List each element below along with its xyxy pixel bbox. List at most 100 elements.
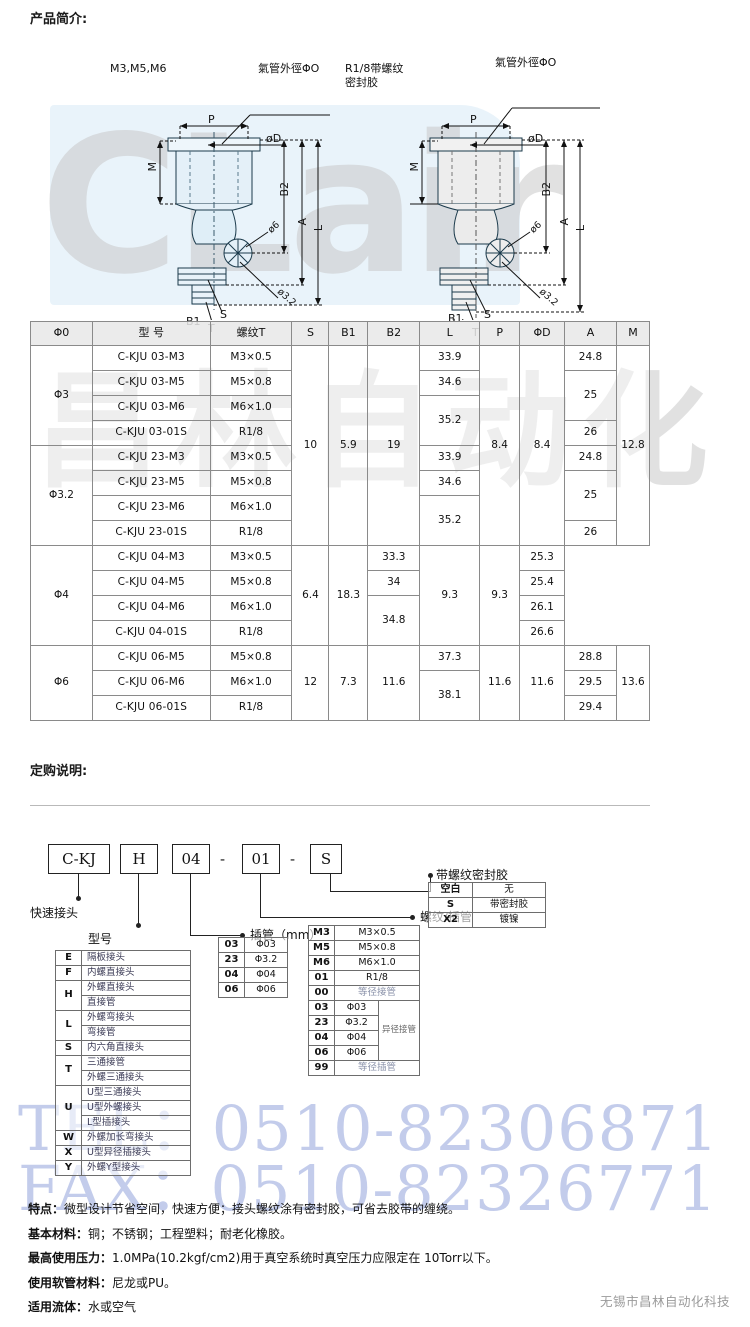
thread-key: 06	[308, 1045, 335, 1061]
list-item: S 带密封胶	[428, 897, 546, 913]
feature-row: 特点：微型设计节省空间，快速方便；接头螺纹涂有密封胶，可省去胶带的缠绕。	[28, 1200, 728, 1217]
feature-label: 基本材料：	[28, 1226, 89, 1241]
type-desc: 隔板接头	[81, 950, 191, 966]
thread-key: M6	[308, 955, 335, 971]
sealant-val: 带密封胶	[472, 897, 546, 913]
type-key: U	[55, 1085, 82, 1131]
list-item: M6 M6×1.0	[308, 955, 420, 971]
list-item: S 内六角直接头	[55, 1040, 191, 1056]
cell-model: C-KJU 03-M6	[91, 395, 211, 421]
dot-thread	[410, 915, 415, 920]
thread-key: 03	[308, 1000, 335, 1016]
list-item: W 外螺加长弯接头	[55, 1130, 191, 1146]
cell-p-g12: 8.4	[479, 345, 521, 546]
list-item: 23 Φ3.2	[218, 952, 288, 968]
cell-phid-g3: 9.3	[479, 545, 521, 646]
leader-seal-h	[330, 891, 430, 892]
th-b2: B2	[367, 321, 421, 346]
sealant-option-table: 空白无 S 带密封胶 X2 镀镍	[428, 882, 546, 928]
list-item: 99 等径插管	[308, 1060, 420, 1076]
thread-val: Φ3.2	[334, 1015, 379, 1031]
tube-key: 06	[218, 982, 245, 998]
cell-l: 33.9	[419, 445, 481, 471]
th-s: S	[291, 321, 330, 346]
thread-val: 等径接管	[334, 985, 420, 1001]
cell-phi0-g3: Φ4	[30, 545, 93, 646]
dim-b2-left: B2	[278, 182, 291, 197]
cell-phi0-g2: Φ3.2	[30, 445, 93, 546]
list-item: F 内螺直接头	[55, 965, 191, 981]
product-intro-title: 产品简介:	[30, 12, 88, 27]
leader-thread-h	[260, 917, 412, 918]
type-key: E	[55, 950, 82, 966]
cell-m-g12: 12.8	[615, 345, 651, 546]
list-item: H 外螺直接头	[55, 980, 191, 1011]
cell-a: 26.6	[519, 620, 566, 646]
th-l: L	[419, 321, 481, 346]
leader-seal-v	[330, 874, 331, 892]
product-features-list: 特点：微型设计节省空间，快速方便；接头螺纹涂有密封胶，可省去胶带的缠绕。 基本材…	[28, 1200, 728, 1323]
dim-b2-right: B2	[540, 182, 553, 197]
cell-thread: M5×0.8	[209, 370, 293, 396]
cell-model: C-KJU 06-M5	[91, 645, 211, 671]
cell-model: C-KJU 04-M3	[91, 545, 211, 571]
cell-a: 26	[564, 420, 617, 446]
leader-tube-h	[190, 935, 242, 936]
cell-a: 25.4	[519, 570, 566, 596]
dim-l-left: L	[312, 225, 325, 232]
dim-d-right: øD	[528, 132, 544, 145]
type-desc: 直接管	[81, 995, 191, 1011]
technical-drawing: M3,M5,M6 氣管外徑ΦO R1/8带螺纹密封胶 氣管外徑ΦO P P øD…	[0, 40, 750, 339]
sealant-val: 镀镍	[472, 912, 546, 928]
feature-label: 使用软管材料：	[28, 1275, 113, 1290]
type-desc: 内六角直接头	[81, 1040, 191, 1056]
list-item: M5 M5×0.8	[308, 940, 420, 956]
cell-thread: M6×1.0	[209, 495, 293, 521]
model-type-legend-table: E 隔板接头 F 内螺直接头 H 外螺直接头 直接管 L 外螺弯接头 弯接管 S 内六角直…	[55, 950, 191, 1176]
cell-phid-g4: 11.6	[519, 645, 566, 721]
ordering-code-diagram: C-KJ H 04 - 01 - S 快速接头 型号 插管（mm） 螺纹/插管 …	[0, 820, 750, 1220]
feature-text: 微型设计节省空间，快速方便；接头螺纹涂有密封胶，可省去胶带的缠绕。	[64, 1202, 461, 1216]
thread-key: 00	[308, 985, 335, 1001]
cell-b1-g12: 5.9	[328, 345, 369, 546]
cell-a: 26	[564, 520, 617, 546]
type-desc: 外螺Y型接头	[81, 1160, 191, 1176]
cell-model: C-KJU 23-M6	[91, 495, 211, 521]
cell-thread: M3×0.5	[209, 345, 293, 371]
tube-key: 23	[218, 952, 245, 968]
cell-l: 33.3	[367, 545, 421, 571]
dim-p-right: P	[470, 113, 477, 126]
thread-key: M3	[308, 925, 335, 941]
th-phid: ΦD	[519, 321, 566, 346]
list-item: X2 镀镍	[428, 912, 546, 928]
cell-model: C-KJU 23-M3	[91, 445, 211, 471]
dim-m-left: M	[146, 162, 159, 172]
list-item: T 三通接管	[55, 1055, 191, 1086]
th-a: A	[564, 321, 617, 346]
cell-a: 26.1	[519, 595, 566, 621]
feature-row: 最高使用压力：1.0MPa(10.2kgf/cm2)用于真空系统时真空压力应限定…	[28, 1249, 728, 1266]
thread-key: 23	[308, 1015, 335, 1031]
specification-table: Φ0 型 号 螺纹T S B1 B2 L P ΦD A M Φ3 C-KJU 0…	[30, 321, 651, 721]
cell-phi0-g1: Φ3	[30, 345, 93, 446]
list-item: 06 Φ06	[218, 982, 288, 998]
cell-a: 24.8	[564, 445, 617, 471]
cell-l: 34.6	[419, 370, 481, 396]
table-row: C-KJU 03-M5 M5×0.8 34.6 25	[31, 370, 650, 421]
label-diff-diameter: 异径接管	[377, 1000, 421, 1061]
cell-model: C-KJU 23-M5	[91, 470, 211, 496]
table-row: Φ3 C-KJU 03-M3 M3×0.5 10 5.9 19 33.9 8.4…	[30, 345, 651, 546]
cell-thread: R1/8	[209, 520, 293, 546]
cell-l: 37.3	[419, 645, 481, 671]
type-key: S	[55, 1040, 82, 1056]
thread-key: 99	[308, 1060, 335, 1076]
cell-thread: M3×0.5	[209, 445, 293, 471]
thread-key: 04	[308, 1030, 335, 1046]
type-key: X	[55, 1145, 82, 1161]
thread-val: R1/8	[334, 970, 420, 986]
feature-text: 尼龙或PU。	[112, 1275, 177, 1290]
feature-row: 适用流体：水或空气	[28, 1298, 728, 1315]
cell-l: 33.9	[419, 345, 481, 371]
cell-s-g4: 12	[291, 645, 330, 721]
cell-a: 25	[564, 470, 617, 521]
